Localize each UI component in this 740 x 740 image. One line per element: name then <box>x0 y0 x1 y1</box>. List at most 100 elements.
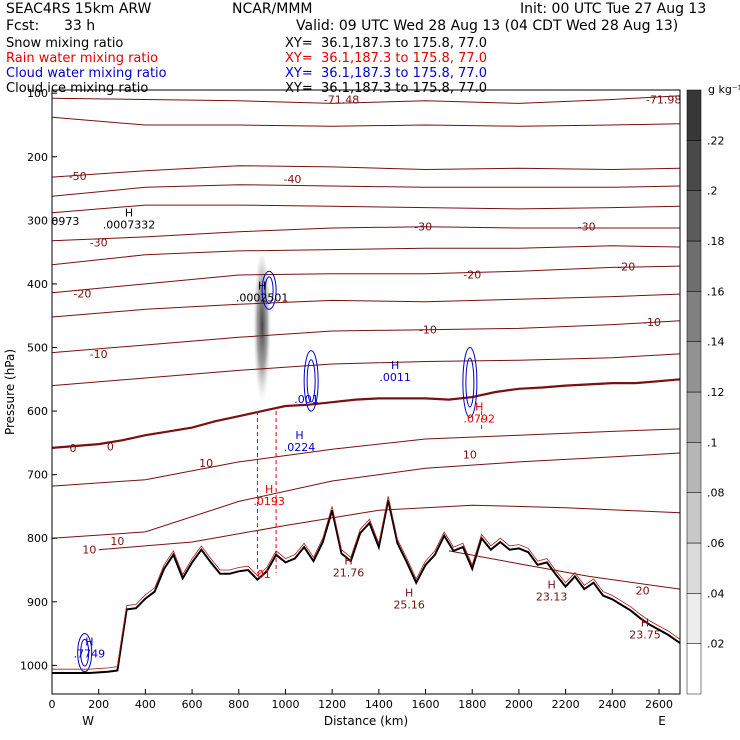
terrain-line <box>52 499 680 674</box>
isotherm-line-0 <box>52 95 680 104</box>
isotherm-label-0: -71.48 <box>324 94 359 107</box>
plot-frame <box>51 89 681 695</box>
legend-snow-xy: XY= 36.1,187.3 to 175.8, 77.0 <box>285 36 488 51</box>
isotherm-label-10: -10 <box>90 348 108 361</box>
colorbar-tick-3: .08 <box>707 487 725 500</box>
isotherm-label-3: -40 <box>283 173 301 186</box>
isotherm-label-15: 10 <box>199 457 213 470</box>
cloud-water-contour-inner-2 <box>465 357 475 408</box>
x-tick-label-10: 2000 <box>505 698 533 711</box>
isotherm-label-4: -30 <box>90 237 108 250</box>
extremum-mark-5: H <box>295 429 303 442</box>
colorbar-segment-7 <box>686 291 702 342</box>
init-time: Init: 00 UTC Tue 27 Aug 13 <box>520 1 707 17</box>
x-tick-label-12: 2400 <box>598 698 626 711</box>
isotherm-label-5: -30 <box>414 221 432 234</box>
isotherm-line-11 <box>52 428 680 487</box>
x-tick-label-2: 400 <box>135 698 156 711</box>
y-tick-label-4: 500 <box>27 341 48 354</box>
extremum-value-10: 23.13 <box>536 590 568 603</box>
colorbar-tick-9: .2 <box>707 185 718 198</box>
x-tick-label-5: 1000 <box>271 698 299 711</box>
extremum-value-11: 23.75 <box>629 628 661 641</box>
x-tick-label-13: 2600 <box>645 698 673 711</box>
isotherm-label-2: -50 <box>69 170 87 183</box>
isotherm-line-5 <box>52 226 680 242</box>
isotherm-label-6: -30 <box>578 221 596 234</box>
x-tick-label-4: 800 <box>228 698 249 711</box>
isotherm-line-8 <box>52 293 680 318</box>
isotherm-line-4 <box>52 204 680 214</box>
extremum-mark-8: H <box>344 555 352 568</box>
isotherm-line-6 <box>52 245 680 266</box>
colorbar-tick-2: .06 <box>707 537 725 550</box>
legend-cloudice-label: Cloud ice mixing ratio <box>6 81 149 96</box>
cloud-water-contour-inner-1 <box>306 359 316 403</box>
isotherm-line-13 <box>98 504 680 551</box>
colorbar-segment-10 <box>686 140 702 191</box>
colorbar-tick-0: .02 <box>707 638 725 651</box>
colorbar-segment-1 <box>686 593 702 644</box>
isotherm-label-12: -10 <box>643 316 661 329</box>
isotherm-line-14 <box>448 550 680 590</box>
colorbar-segment-6 <box>686 341 702 393</box>
isotherm-label-17: 10 <box>110 535 124 548</box>
x-tick-label-7: 1400 <box>365 698 393 711</box>
extremum-mark-9: H <box>405 587 413 600</box>
extremum-value-4: .001 <box>294 393 319 406</box>
colorbar-tick-6: .14 <box>707 336 725 349</box>
extremum-mark-13: H <box>85 635 93 648</box>
isotherm-line-9 <box>52 320 680 354</box>
colorbar-tick-10: .22 <box>707 134 725 147</box>
cloud-water-contour-inner-3 <box>80 638 90 667</box>
isotherm-label-16: 10 <box>463 448 477 461</box>
colorbar-tick-1: .04 <box>707 587 725 600</box>
x-tick-label-1: 200 <box>88 698 109 711</box>
extremum-value-0: .0007332 <box>103 218 156 231</box>
isotherm-label-18: 10 <box>82 544 96 557</box>
cloud-water-contour-0 <box>261 270 277 310</box>
cloud-water-contour-3 <box>77 633 93 673</box>
colorbar-segment-0 <box>686 643 702 695</box>
y-tick-label-9: 1000 <box>20 659 48 672</box>
isotherm-line-2 <box>52 165 680 178</box>
x-end-label-west: W <box>82 714 94 728</box>
colorbar-segment-4 <box>686 442 702 493</box>
extremum-value-5: .0224 <box>284 441 316 454</box>
legend-cloudwater-xy: XY= 36.1,187.3 to 175.8, 77.0 <box>285 66 488 81</box>
extremum-mark-0: H <box>125 206 133 219</box>
colorbar-tick-7: .16 <box>707 285 725 298</box>
fcst-label: Fcst: <box>6 18 40 34</box>
plot-title: SEAC4RS 15km ARW <box>6 1 152 17</box>
extremum-mark-6: H <box>265 483 273 496</box>
center-name: NCAR/MMM <box>232 1 313 17</box>
isotherm-label-19: 20 <box>636 584 650 597</box>
x-tick-label-0: 0 <box>49 698 56 711</box>
extremum-mark-3: H <box>391 359 399 372</box>
extremum-value-2: .0002501 <box>236 291 289 304</box>
isotherm-label-14: 0 <box>107 441 114 454</box>
colorbar-segment-8 <box>686 240 702 292</box>
legend-cloudwater-label: Cloud water mixing ratio <box>6 66 167 81</box>
y-tick-label-3: 400 <box>27 278 48 291</box>
cloud-water-contour-2 <box>462 346 478 418</box>
freezing-level-line <box>52 378 680 449</box>
extremum-value-9: 25.16 <box>393 599 425 612</box>
extremum-value-1: .0973 <box>48 215 80 228</box>
colorbar-unit: g kg⁻¹ <box>708 83 740 96</box>
snow-shading-column <box>253 255 272 412</box>
extremum-value-6: .0193 <box>253 495 285 508</box>
legend-snow-label: Snow mixing ratio <box>6 36 124 51</box>
isotherm-label-11: -10 <box>419 324 437 337</box>
extremum-value-3: .0011 <box>379 371 411 384</box>
y-tick-label-1: 200 <box>27 151 48 164</box>
isotherm-line-7 <box>52 265 680 294</box>
extremum-value-7: .0792 <box>463 412 495 425</box>
y-axis-label: Pressure (hPa) <box>3 349 17 435</box>
extremum-value-12: .01 <box>253 568 271 581</box>
extremum-mark-2: H <box>258 279 266 292</box>
isotherm-line-3 <box>52 184 680 197</box>
y-tick-label-5: 600 <box>27 405 48 418</box>
legend-cloudice-xy: XY= 36.1,187.3 to 175.8, 77.0 <box>285 81 488 96</box>
